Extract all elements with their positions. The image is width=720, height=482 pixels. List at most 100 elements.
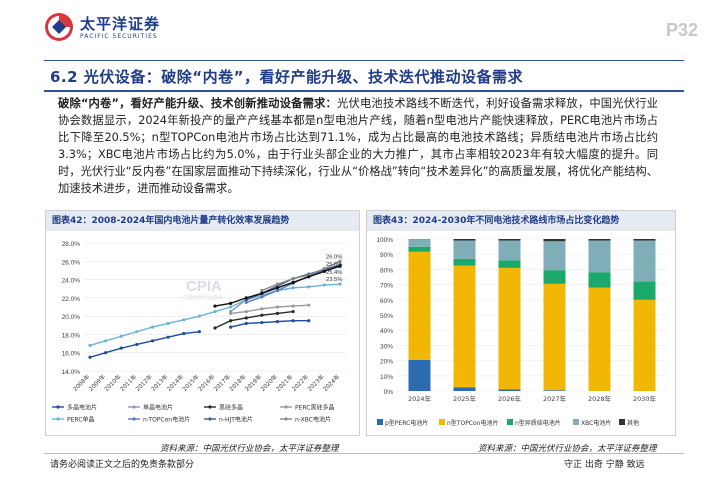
legend-marker: [132, 405, 136, 409]
y-tick-label: 40%: [380, 328, 393, 335]
data-label: 25.6%: [326, 262, 342, 268]
bar-segment: [408, 251, 431, 360]
data-point: [322, 267, 326, 271]
data-point: [244, 309, 248, 314]
legend-swatch: [377, 419, 383, 425]
legend-label: p型PERC电池片: [385, 419, 428, 427]
data-point: [260, 288, 264, 293]
watermark-sub: 中国光伏行业协会: [183, 294, 223, 301]
footer-disclaimer: 请务必阅读正文之后的免责条款部分: [50, 460, 195, 470]
legend-label: n型TOPCon电池片: [447, 419, 498, 427]
data-point: [229, 305, 233, 309]
y-tick-label: 30%: [380, 343, 393, 350]
data-point: [150, 339, 155, 343]
data-point: [260, 295, 264, 299]
legend-label: 其他: [627, 419, 639, 427]
legend-marker: [208, 417, 212, 421]
bar-segment: [588, 240, 611, 273]
brand-name-en: PACIFIC SECURITIES: [80, 33, 158, 40]
data-point: [338, 282, 342, 286]
series-line: [230, 320, 309, 328]
data-point: [291, 280, 295, 284]
series-line: [214, 310, 294, 329]
data-point: [307, 275, 311, 279]
x-tick-label: 2027年: [543, 394, 567, 403]
bar-segment: [453, 240, 476, 259]
figure-42-caption: 图表42：2008-2024年国内电池片量产转化效率发展趋势: [46, 211, 359, 231]
x-tick-label: 2024年: [321, 373, 341, 393]
legend-label: 黑硅多晶: [219, 404, 243, 412]
series-line: [261, 260, 341, 292]
header-rule: [44, 60, 684, 61]
figure-42-panel: 图表42：2008-2024年国内电池片量产转化效率发展趋势 28.0% 26.0…: [45, 210, 360, 436]
data-point: [119, 346, 123, 350]
bar-segment: [498, 260, 521, 268]
bar-segment: [453, 265, 476, 388]
data-point: [229, 311, 233, 315]
y-tick-label: 26.0%: [62, 259, 81, 266]
data-point: [291, 319, 295, 323]
y-tick-label: 60%: [380, 298, 393, 305]
data-point: [322, 269, 326, 273]
data-point: [275, 320, 280, 324]
legend-label: PERC单晶: [67, 416, 94, 424]
legend-label: XBC电池片: [581, 419, 611, 427]
bar-segment: [498, 240, 521, 261]
figure-42-source: 资料来源：中国光伏行业协会，太平洋证券整理: [160, 444, 339, 454]
figure-43-panel: 图表43：2024-2030年不同电池技术路线市场占比变化趋势 100% 90% 8…: [366, 210, 676, 436]
body-paragraph: 破除“内卷”，看好产能升级、技术创新推动设备需求：光伏电池技术路线不断迭代，利好…: [58, 95, 658, 197]
legend-marker: [56, 405, 60, 409]
data-point: [322, 283, 326, 287]
series-line: [89, 330, 200, 358]
market-share-stacked-bar-chart: 100% 90% 80% 70% 60% 50% 40% 30% 20% 10% 0% 2024年 20…: [376, 237, 667, 427]
data-point: [166, 321, 170, 326]
efficiency-line-chart: 28.0% 26.0% 24.0% 22.0% 20.0% 18.0% 16.0% 14.0%…: [52, 241, 346, 424]
bar-segment: [633, 281, 656, 300]
data-point: [104, 339, 108, 343]
legend-marker: [56, 417, 60, 421]
data-point: [182, 331, 186, 336]
page-number: P32: [665, 20, 698, 40]
bar-segment: [453, 239, 476, 241]
data-point: [135, 330, 139, 334]
footer-rule: [44, 453, 684, 454]
x-tick-label: 2030年: [633, 394, 657, 403]
bar-segment: [633, 239, 656, 241]
x-tick-label: 2028年: [588, 394, 612, 403]
data-point: [244, 296, 248, 300]
section-title: 6.2 光伏设备：破除“内卷”，看好产能升级、技术迭代推动设备需求: [50, 68, 524, 86]
data-point: [307, 319, 311, 323]
data-label: 25.4%: [326, 270, 342, 276]
bar-segment: [543, 239, 566, 242]
data-point: [291, 277, 295, 281]
watermark: CPIA: [186, 278, 222, 295]
y-tick-label: 22.0%: [62, 296, 81, 303]
section-title-rule: [44, 90, 684, 92]
data-point: [260, 291, 264, 295]
bar-segment: [543, 241, 566, 271]
bar-segment: [498, 267, 521, 390]
legend-label: n型异质结电池片: [515, 419, 561, 427]
data-point: [119, 334, 123, 338]
data-point: [244, 300, 248, 305]
data-point: [135, 342, 139, 347]
bar-segment: [408, 239, 431, 247]
paragraph-lead: 破除“内卷”，看好产能升级、技术创新推动设备需求：: [58, 97, 337, 110]
bar-segment: [498, 239, 521, 241]
data-point: [213, 309, 217, 314]
data-point: [150, 325, 155, 329]
legend-swatch: [439, 419, 445, 425]
data-point: [260, 307, 264, 311]
legend-marker: [208, 405, 212, 409]
x-tick-label: 2025年: [453, 394, 477, 403]
bar-segment: [633, 299, 656, 391]
pacific-securities-logo-icon: [45, 13, 73, 41]
y-tick-label: 20.0%: [62, 314, 81, 321]
series-line: [230, 304, 309, 315]
y-tick-label: 16.0%: [62, 351, 81, 358]
data-point: [275, 305, 280, 309]
data-point: [244, 316, 248, 320]
data-point: [229, 301, 233, 305]
y-tick-label: 28.0%: [62, 241, 81, 248]
data-point: [260, 313, 264, 317]
